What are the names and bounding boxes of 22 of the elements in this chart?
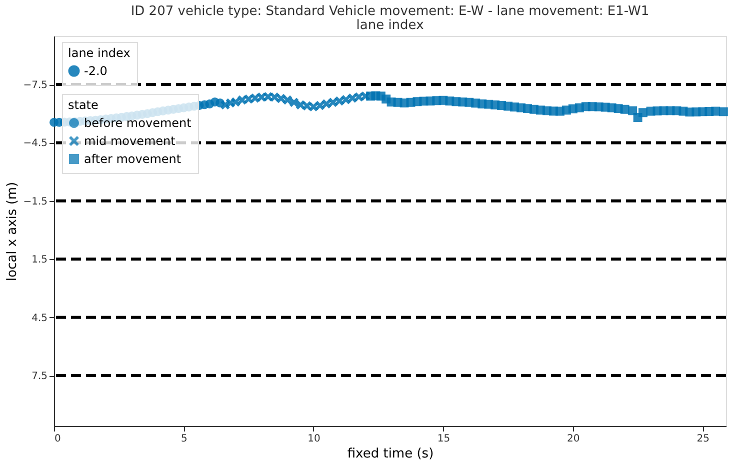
y-tick-label: 1.5 — [32, 254, 48, 266]
legend-label: before movement — [84, 116, 192, 130]
chart-title: ID 207 vehicle type: Standard Vehicle movement: E-W - lane movement: E1-W1 — [130, 4, 650, 19]
x-tick-label: 15 — [437, 434, 450, 444]
x-tick-label: 0 — [54, 434, 61, 444]
text: lane index — [68, 46, 130, 60]
text: state — [68, 98, 98, 112]
annotation: -2.0 — [84, 64, 108, 78]
y-tick-label: −4.5 — [23, 138, 48, 150]
x-tick-label: 20 — [567, 434, 580, 444]
y-tick-label: −1.5 — [23, 196, 48, 208]
y-tick-label: 7.5 — [32, 371, 48, 382]
x-tick-label: 10 — [308, 434, 320, 444]
x-tick-label: 25 — [696, 434, 710, 444]
legend-label: mid movement — [84, 134, 176, 148]
y-tick-label: 4.5 — [32, 312, 48, 324]
x-tick-label: 5 — [181, 434, 188, 444]
y-axis-title: local x axis (m) — [5, 182, 20, 282]
legend-label: after movement — [84, 152, 182, 166]
y-tick-label: −7.5 — [23, 80, 48, 92]
x-axis-title: fixed time (s) — [347, 446, 434, 462]
chart-subtitle: lane index — [356, 18, 424, 33]
